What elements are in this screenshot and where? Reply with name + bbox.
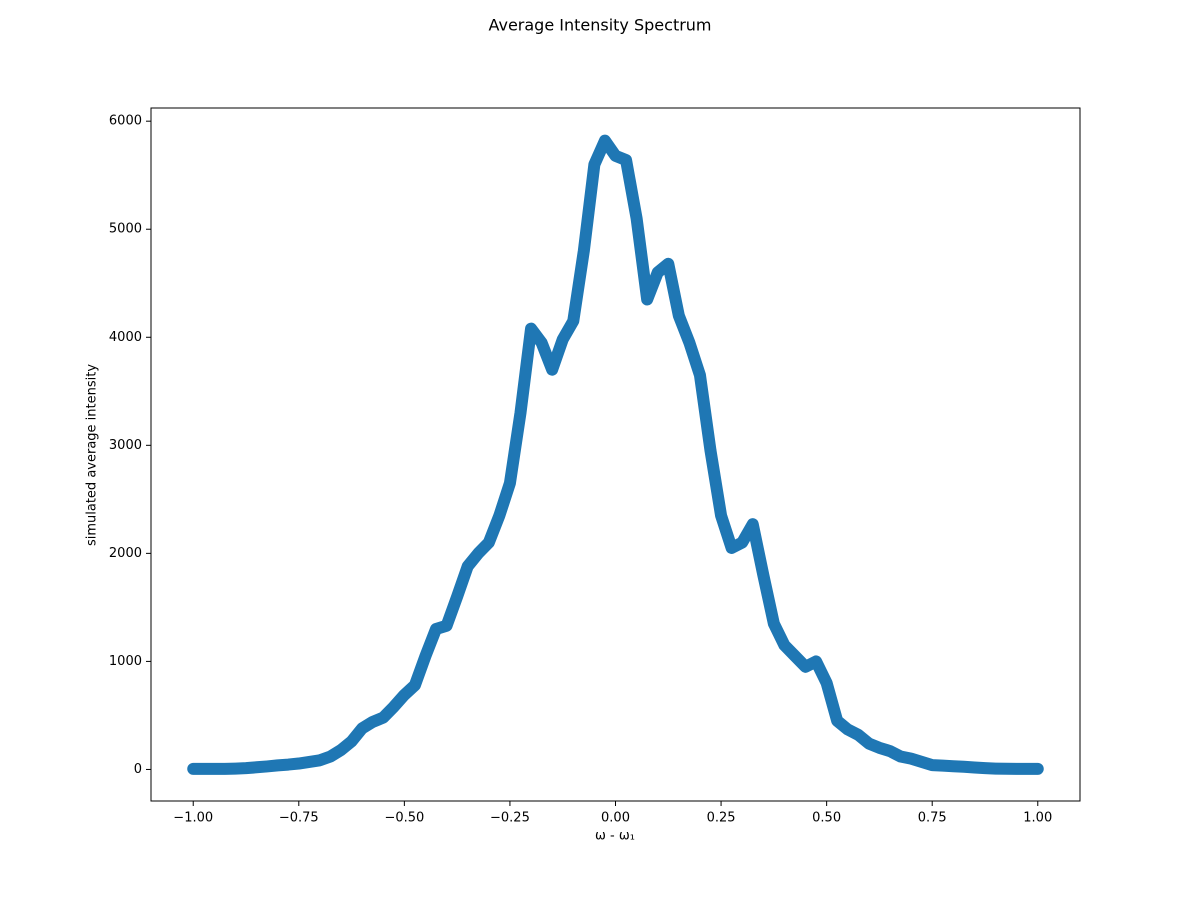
y-tick-label: 6000 (109, 114, 142, 129)
y-tick-label: 5000 (109, 222, 142, 237)
x-tick-label: −0.75 (279, 811, 319, 826)
plot-frame (150, 107, 1081, 802)
x-axis-label: ω - ω₁ (595, 829, 635, 844)
x-tick-label: 0.00 (601, 811, 630, 826)
x-tick-label: −0.50 (384, 811, 424, 826)
x-tick-label: 0.75 (918, 811, 947, 826)
x-tick-label: −0.25 (490, 811, 530, 826)
y-tick-label: 0 (134, 762, 142, 777)
x-tick-label: 1.00 (1023, 811, 1052, 826)
y-tick-label: 4000 (109, 330, 142, 345)
data-line (187, 134, 1044, 775)
x-tick-label: −1.00 (173, 811, 213, 826)
y-tick-label: 1000 (109, 654, 142, 669)
y-axis-label: simulated average intensity (85, 364, 100, 546)
y-tick-label: 2000 (109, 546, 142, 561)
y-tick-label: 3000 (109, 438, 142, 453)
x-tick-label: 0.25 (707, 811, 736, 826)
chart-title: Average Intensity Spectrum (488, 16, 711, 35)
x-tick-label: 0.50 (812, 811, 841, 826)
